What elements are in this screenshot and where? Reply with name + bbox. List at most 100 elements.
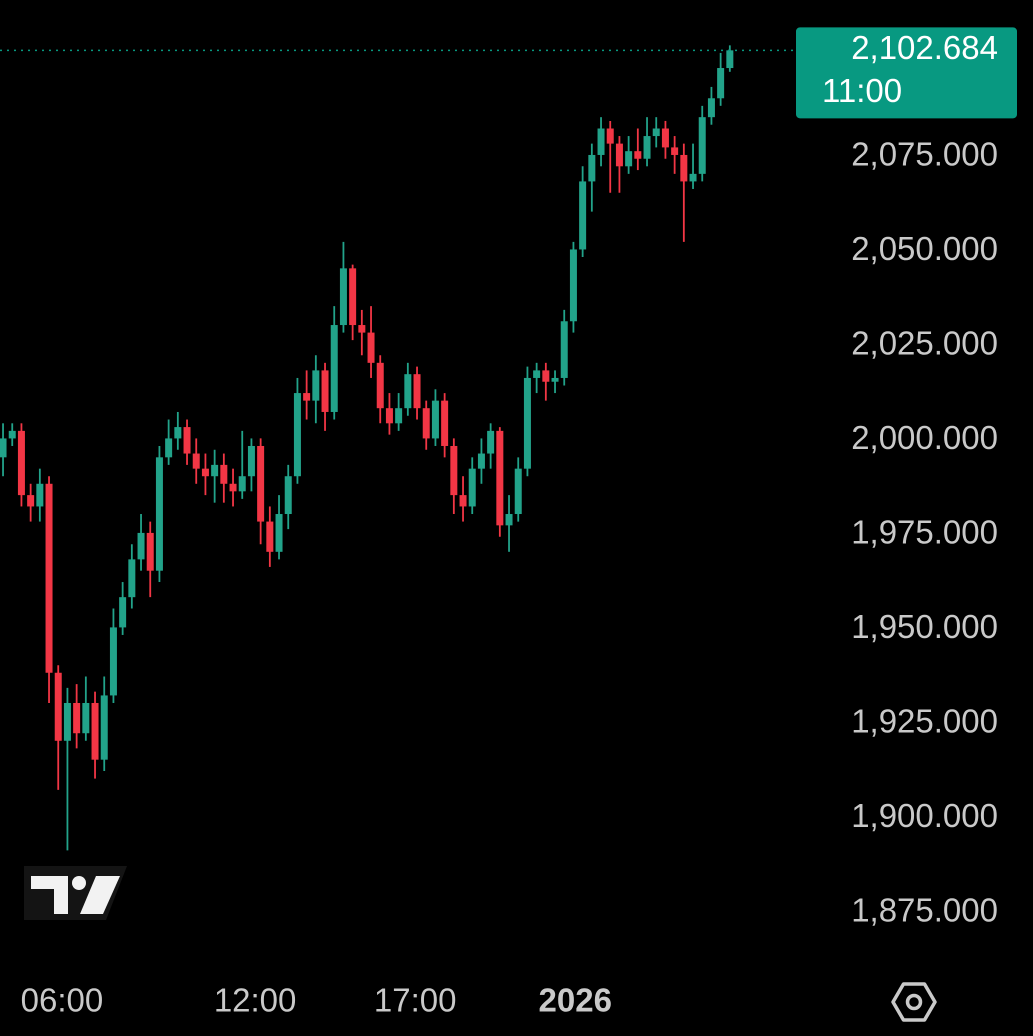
candle-body [339,268,347,326]
candle-body [597,128,605,155]
candle-body [367,332,375,363]
y-tick-label: 2,075.000 [851,136,998,173]
candle-body [726,50,734,69]
candle-body [468,468,476,507]
candle-body [560,321,568,378]
candle-body [413,374,421,409]
candle-body [192,453,200,469]
candle-body [680,154,688,182]
candle-body [441,400,449,446]
candle-body [477,453,485,469]
candle-body [487,430,495,454]
candle-body [100,695,108,760]
candle-body [220,464,228,484]
y-tick-label: 1,950.000 [851,608,998,645]
candle-body [431,400,439,439]
candle-body [63,702,71,741]
y-tick-label: 2,050.000 [851,230,998,267]
candle-body [155,457,163,571]
candle-body [625,151,633,167]
candle-body [358,325,366,333]
candle-body [8,430,16,439]
candle-body [542,370,550,382]
candle-body [385,408,393,424]
candle-body [312,370,320,401]
candle-body [275,514,283,552]
x-tick-label: 06:00 [21,982,104,1019]
candle-body [551,377,559,382]
candle-body [671,147,679,155]
candle-body [349,268,357,326]
candle-body [376,362,384,409]
candle-body [707,98,715,118]
candle-body [404,374,412,409]
candle-body [0,438,7,458]
candle-body [54,672,62,741]
candle-body [579,181,587,250]
candle-body [201,468,209,477]
candle-body [395,408,403,424]
candle-body [36,483,44,507]
candle-body [284,476,292,515]
candle-body [82,702,90,734]
candle-body [523,377,531,469]
candle-body [634,151,642,159]
candle-body [459,495,467,507]
candle-body [128,559,136,598]
y-tick-label: 1,900.000 [851,797,998,834]
candle-body [606,128,614,144]
y-tick-label: 1,925.000 [851,703,998,740]
candle-body [91,702,99,760]
candle-body [109,627,117,696]
candle-body [229,483,237,492]
candle-body [119,597,127,628]
candle-body [73,702,81,734]
candle-body [717,68,725,99]
candle-body [321,370,329,412]
plot-area [0,45,734,851]
candle-body [45,483,53,673]
candle-body [257,445,265,522]
last-price-box [796,27,1017,119]
candle-body [137,532,145,560]
candle-body [247,445,255,477]
settings-icon[interactable] [891,982,937,1022]
candle-body [588,154,596,182]
tradingview-logo [24,866,127,920]
y-tick-label: 1,875.000 [851,892,998,929]
candle-body [450,445,458,496]
candle-body [183,427,191,454]
candle-body [303,393,311,401]
candle-body [238,476,246,492]
candle-body [27,495,35,507]
candle-body [615,143,623,167]
candle-body [330,325,338,412]
candle-body [652,128,660,137]
candle-body [689,173,697,182]
last-price-label: 2,102.684 [851,29,998,66]
y-tick-label: 2,000.000 [851,419,998,456]
candle-body [146,532,154,571]
x-tick-label: 12:00 [214,982,297,1019]
candle-body [422,408,430,439]
y-tick-label: 1,975.000 [851,514,998,551]
candle-body [698,117,706,174]
candle-body [533,370,541,378]
candle-body [514,468,522,515]
candle-body [661,128,669,148]
y-tick-label: 2,025.000 [851,325,998,362]
candle-body [496,430,504,526]
candle-body [17,430,25,496]
candle-body [174,427,182,439]
x-tick-label: 17:00 [374,982,457,1019]
candle-body [165,438,173,458]
candle-body [293,393,301,477]
candle-body [643,136,651,159]
countdown-label: 11:00 [822,72,902,109]
candle-body [266,521,274,552]
candle-body [211,464,219,477]
candle-body [569,249,577,322]
x-tick-label: 2026 [539,982,612,1019]
